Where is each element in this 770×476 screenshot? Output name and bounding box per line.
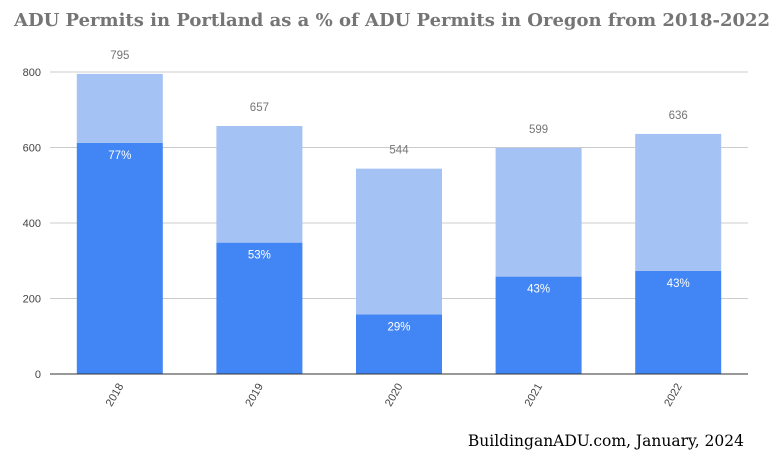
total-label: 795: [110, 50, 129, 62]
total-label: 599: [529, 124, 548, 136]
percent-label: 77%: [108, 150, 131, 162]
x-tick-label: 2020: [383, 382, 406, 409]
x-tick-label: 2021: [523, 382, 546, 409]
y-tick-label: 200: [23, 294, 41, 306]
total-label: 657: [250, 102, 269, 114]
bar-portland-2021: [495, 276, 582, 374]
percent-label: 29%: [387, 321, 410, 333]
x-tick-label: 2019: [243, 382, 266, 409]
percent-label: 43%: [527, 284, 550, 296]
total-label: 544: [389, 145, 409, 157]
y-tick-label: 800: [23, 67, 41, 79]
bar-remainder-2019: [216, 125, 303, 243]
bar-remainder-2020: [356, 168, 442, 315]
bar-portland-2020: [356, 314, 442, 374]
x-axis-ticks: 2018 2019 2020 2021 2022: [104, 382, 685, 409]
chart-title: ADU Permits in Portland as a % of ADU Pe…: [14, 10, 770, 31]
bar-remainder-2021: [495, 147, 582, 277]
bar-remainder-2018: [76, 73, 163, 143]
x-tick-label: 2018: [104, 382, 127, 409]
total-label: 636: [669, 110, 688, 122]
y-tick-label: 0: [35, 369, 41, 381]
bars: 77% 795 53% 657 29% 544 43% 599 43% 636: [76, 50, 722, 374]
bar-portland-2022: [635, 270, 722, 374]
bar-remainder-2022: [635, 133, 722, 271]
percent-label: 43%: [667, 278, 690, 290]
bar-portland-2019: [216, 242, 303, 374]
x-tick-label: 2022: [662, 382, 685, 409]
y-tick-label: 600: [23, 143, 41, 155]
y-axis-ticks: 0 200 400 600 800: [23, 67, 41, 381]
y-tick-label: 400: [23, 218, 41, 230]
footer-credit: BuildinganADU.com, January, 2024: [467, 432, 744, 450]
bar-portland-2018: [76, 142, 163, 374]
percent-label: 53%: [248, 250, 271, 262]
